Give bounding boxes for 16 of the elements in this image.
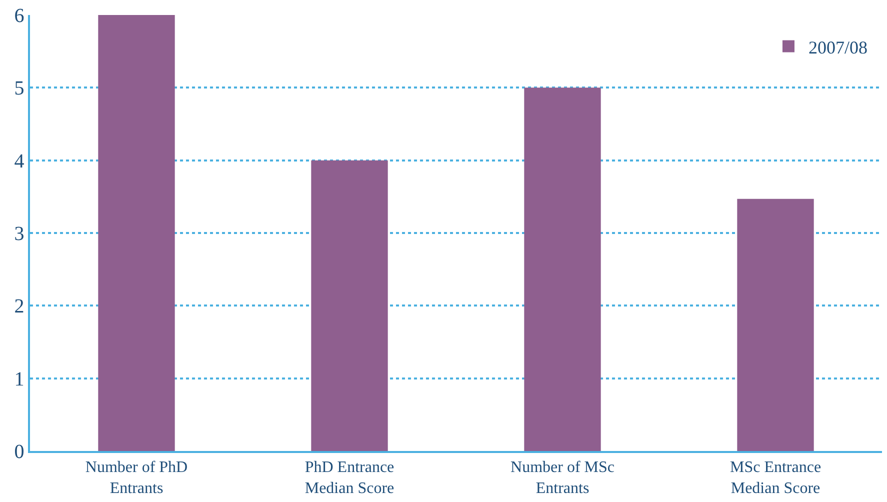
x-tick-label: PhD Entrance Median Score xyxy=(304,458,394,497)
bar xyxy=(98,15,175,451)
bar xyxy=(311,160,388,451)
y-tick-label: 2 xyxy=(14,296,24,318)
y-tick-label: 3 xyxy=(14,223,24,245)
bar xyxy=(524,88,601,451)
bar xyxy=(737,198,814,451)
x-tick-label: Number of PhD Entrants xyxy=(85,458,188,497)
y-tick-label: 4 xyxy=(14,150,24,172)
legend-label: 2007/08 xyxy=(808,37,868,58)
y-tick-label: 5 xyxy=(14,78,24,100)
y-tick-label: 6 xyxy=(14,5,24,27)
y-tick-label: 1 xyxy=(14,368,24,390)
x-tick-label: Number of MSc Entrants xyxy=(510,458,614,497)
x-tick-label: MSc Entrance Median Score xyxy=(730,458,822,497)
y-tick-label: 0 xyxy=(14,441,24,463)
